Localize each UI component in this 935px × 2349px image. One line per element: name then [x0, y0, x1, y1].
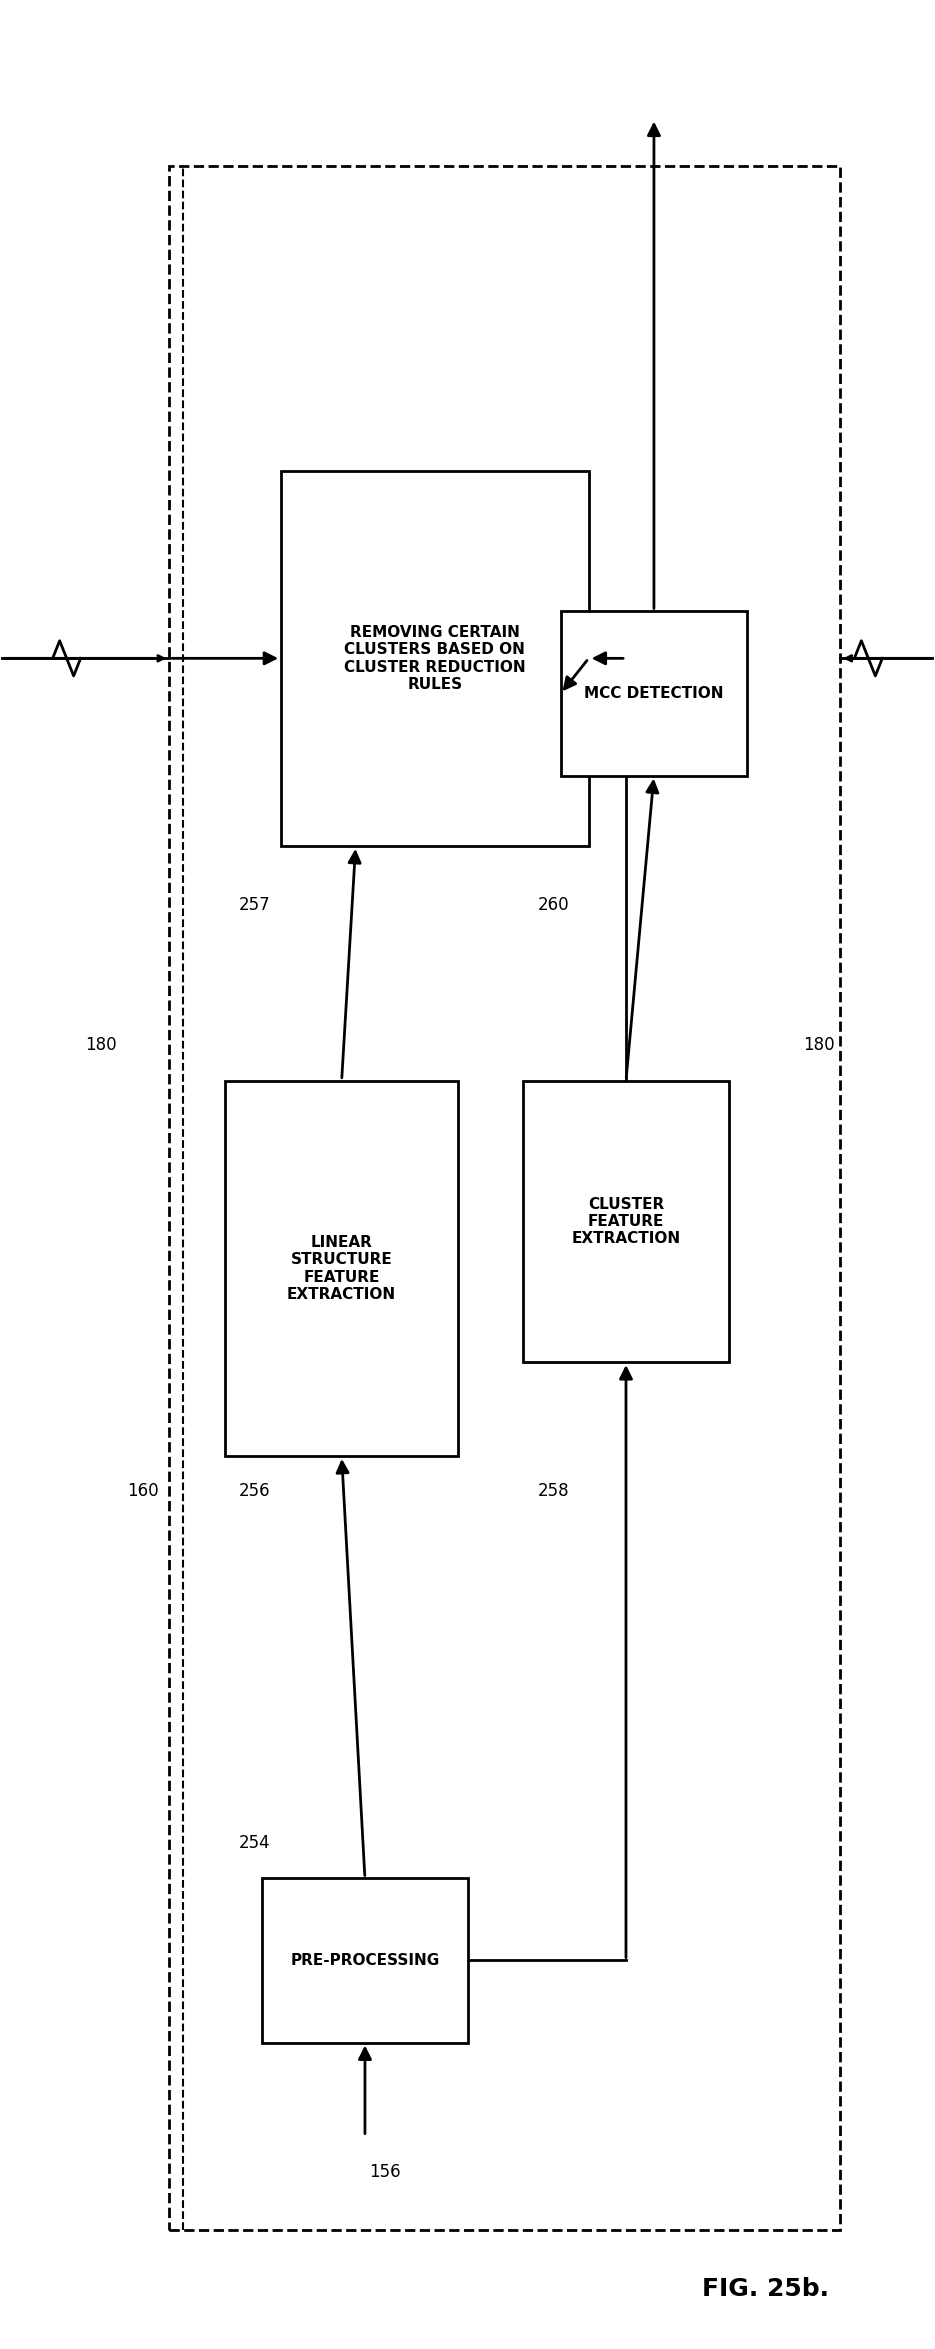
Text: MCC DETECTION: MCC DETECTION [584, 686, 724, 700]
Text: 254: 254 [239, 1835, 271, 1851]
Text: 260: 260 [538, 895, 569, 914]
Text: CLUSTER
FEATURE
EXTRACTION: CLUSTER FEATURE EXTRACTION [571, 1196, 681, 1247]
Text: 180: 180 [803, 1036, 835, 1055]
Text: 258: 258 [538, 1482, 569, 1501]
FancyBboxPatch shape [524, 1081, 728, 1362]
FancyBboxPatch shape [561, 611, 747, 775]
Text: REMOVING CERTAIN
CLUSTERS BASED ON
CLUSTER REDUCTION
RULES: REMOVING CERTAIN CLUSTERS BASED ON CLUST… [344, 625, 525, 693]
FancyBboxPatch shape [169, 167, 841, 2229]
FancyBboxPatch shape [281, 470, 589, 846]
FancyBboxPatch shape [263, 1879, 468, 2044]
Text: PRE-PROCESSING: PRE-PROCESSING [291, 1952, 439, 1968]
Text: FIG. 25b.: FIG. 25b. [702, 2276, 829, 2302]
Text: 180: 180 [85, 1036, 117, 1055]
Text: 257: 257 [239, 895, 271, 914]
Text: LINEAR
STRUCTURE
FEATURE
EXTRACTION: LINEAR STRUCTURE FEATURE EXTRACTION [287, 1236, 396, 1301]
Text: 256: 256 [239, 1482, 271, 1501]
Text: 156: 156 [369, 2163, 401, 2180]
FancyBboxPatch shape [225, 1081, 458, 1456]
Text: 160: 160 [127, 1482, 159, 1501]
